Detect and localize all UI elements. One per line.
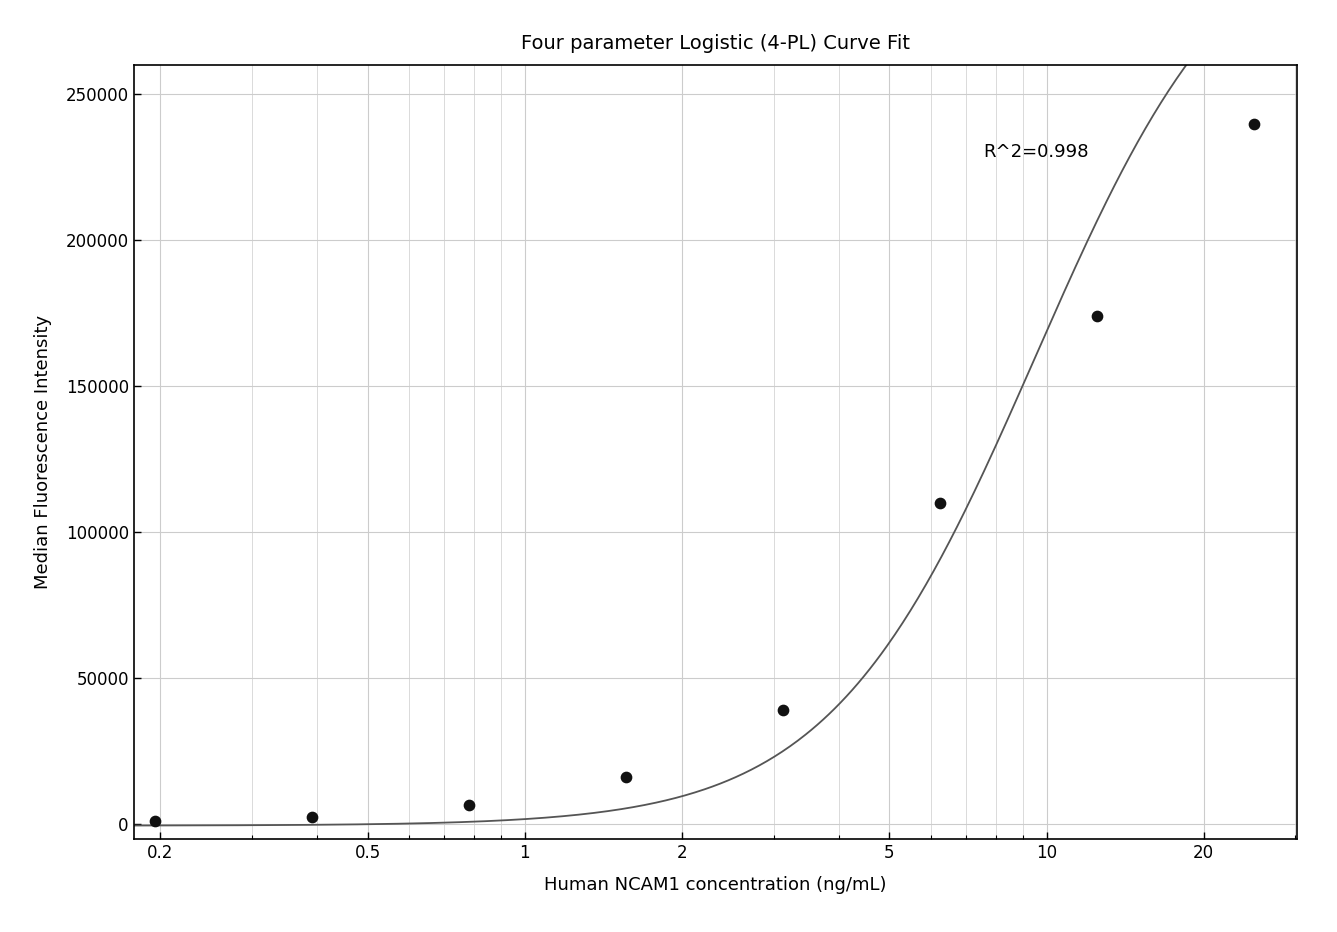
Point bbox=[929, 496, 951, 511]
Point bbox=[615, 770, 636, 785]
Title: Four parameter Logistic (4-PL) Curve Fit: Four parameter Logistic (4-PL) Curve Fit bbox=[521, 34, 909, 52]
Y-axis label: Median Fluorescence Intensity: Median Fluorescence Intensity bbox=[33, 315, 52, 589]
Point bbox=[773, 703, 794, 718]
X-axis label: Human NCAM1 concentration (ng/mL): Human NCAM1 concentration (ng/mL) bbox=[544, 875, 886, 894]
Point bbox=[1087, 308, 1108, 323]
Point bbox=[459, 798, 480, 813]
Point bbox=[301, 810, 322, 825]
Point bbox=[144, 814, 166, 829]
Point bbox=[1243, 116, 1265, 131]
Text: R^2=0.998: R^2=0.998 bbox=[983, 143, 1088, 160]
